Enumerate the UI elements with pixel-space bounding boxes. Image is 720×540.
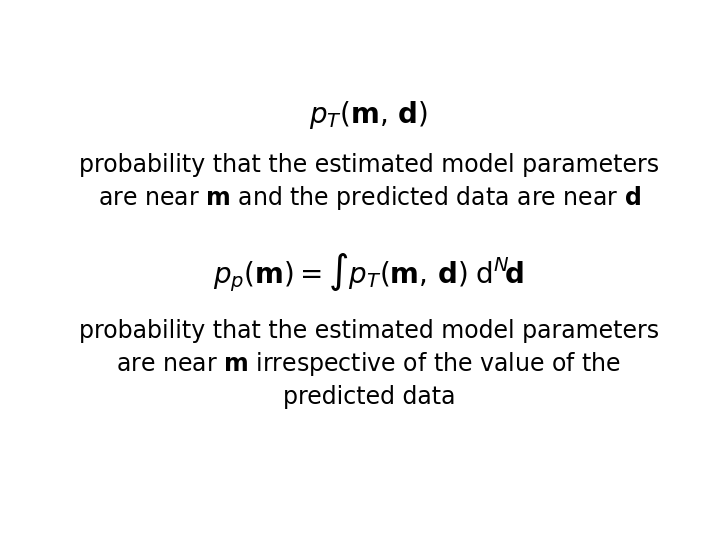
Text: predicted data: predicted data: [283, 386, 455, 409]
Text: are near $\mathbf{m}$ and the predicted data are near $\mathbf{d}$: are near $\mathbf{m}$ and the predicted …: [97, 184, 641, 212]
Text: $p_p(\mathbf{m}) = \int p_T(\mathbf{m},\, \mathbf{d})\; \mathrm{d}^N\!\mathbf{d}: $p_p(\mathbf{m}) = \int p_T(\mathbf{m},\…: [213, 252, 525, 294]
Text: are near $\mathbf{m}$ irrespective of the value of the: are near $\mathbf{m}$ irrespective of th…: [117, 350, 621, 378]
Text: $p_T(\mathbf{m},\, \mathbf{d})$: $p_T(\mathbf{m},\, \mathbf{d})$: [310, 99, 428, 131]
Text: probability that the estimated model parameters: probability that the estimated model par…: [79, 319, 659, 343]
Text: probability that the estimated model parameters: probability that the estimated model par…: [79, 153, 659, 177]
